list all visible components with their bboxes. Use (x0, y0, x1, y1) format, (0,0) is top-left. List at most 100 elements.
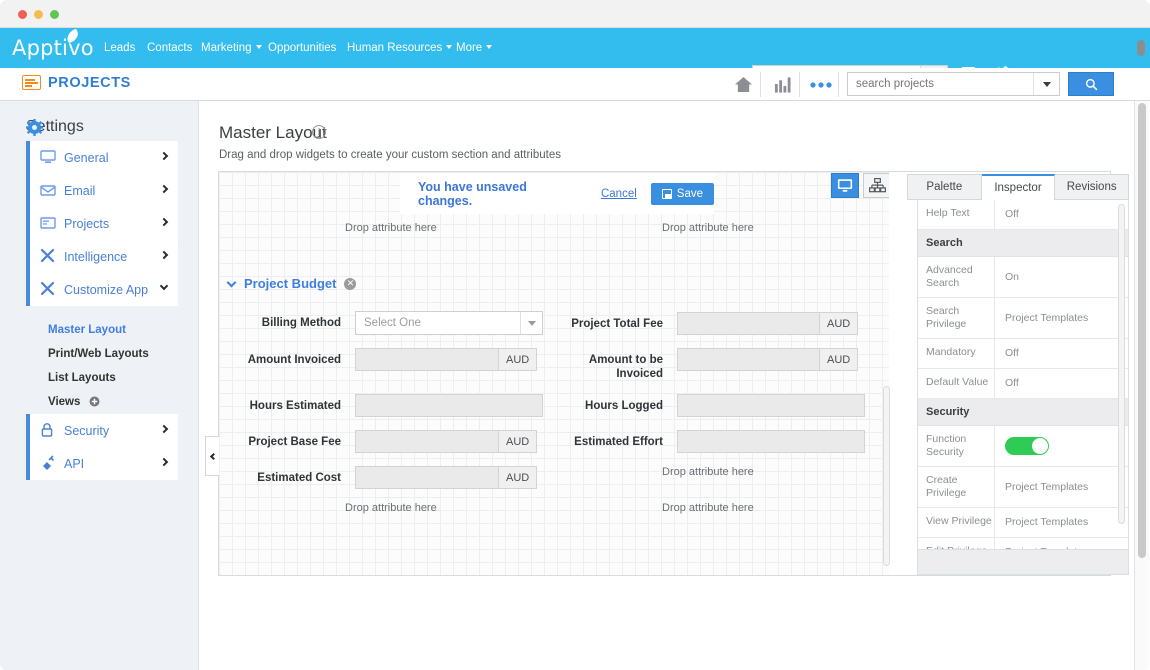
property-value: On (1005, 270, 1020, 283)
sidebar-collapse-handle[interactable] (205, 436, 219, 476)
scrollbar-thumb[interactable] (1138, 103, 1146, 558)
home-icon[interactable] (726, 68, 761, 101)
nav-item-marketing[interactable]: Marketing (201, 42, 262, 54)
property-value: Project Templates (1005, 480, 1089, 493)
project-total-fee-input[interactable] (677, 312, 820, 335)
sidebar-item-api[interactable]: API (26, 447, 178, 480)
property-row[interactable]: Mandatory Off (918, 339, 1128, 369)
divider (799, 72, 800, 97)
sidebar-subitem-master-layout[interactable]: Master Layout (48, 324, 126, 336)
nav-item-more[interactable]: More (456, 42, 493, 54)
tab-inspector[interactable]: Inspector (981, 174, 1056, 200)
nav-item-human-resources[interactable]: Human Resources (347, 42, 453, 54)
sidebar-subitem-list-layouts[interactable]: List Layouts (48, 372, 116, 384)
nav-label: Human Resources (347, 42, 443, 54)
nav-item-leads[interactable]: Leads (104, 42, 135, 54)
field-project-total-fee: Project Total Fee AUD (559, 312, 859, 335)
projects-search-button[interactable] (1068, 72, 1114, 96)
plug-icon (40, 455, 56, 471)
drop-zone-placeholder[interactable]: Drop attribute here (345, 222, 437, 234)
close-circle-icon[interactable]: ✕ (344, 277, 357, 290)
sitemap-view-icon[interactable] (863, 173, 889, 198)
inspector-scrollbar[interactable] (1117, 204, 1126, 542)
tools-icon (40, 248, 56, 264)
amount-invoiced-input[interactable] (355, 348, 499, 371)
ellipsis-icon[interactable] (804, 68, 838, 101)
billing-method-select[interactable]: Select One (355, 311, 543, 335)
estimated-cost-input[interactable] (355, 466, 499, 489)
sidebar-item-intelligence[interactable]: Intelligence (26, 240, 178, 273)
gear-icon (26, 119, 43, 136)
property-row[interactable]: Edit Privilege Project Templates (918, 538, 1128, 549)
property-row[interactable]: Help Text Off (918, 200, 1128, 230)
cancel-button[interactable]: Cancel (600, 187, 637, 200)
sidebar-subitem-print-web-layouts[interactable]: Print/Web Layouts (48, 348, 149, 360)
scrollbar-thumb[interactable] (1118, 204, 1125, 524)
apptivo-logo-text: Apptivo (12, 36, 94, 60)
field-hours-logged: Hours Logged (559, 394, 865, 417)
page-scrollbar[interactable] (1134, 101, 1149, 670)
estimated-effort-input[interactable] (677, 430, 865, 453)
property-key: Create Privilege (918, 467, 995, 507)
property-group-security: Security (918, 399, 1128, 426)
window-close-button[interactable] (18, 10, 27, 19)
property-row[interactable]: Advanced Search On (918, 257, 1128, 298)
hours-estimated-input[interactable] (355, 394, 543, 417)
drop-zone-placeholder[interactable]: Drop attribute here (662, 222, 754, 234)
tab-palette[interactable]: Palette (907, 174, 982, 200)
property-row[interactable]: Create Privilege Project Templates (918, 467, 1128, 508)
sidebar-item-projects[interactable]: Projects (26, 207, 178, 240)
currency-suffix: AUD (820, 312, 859, 335)
window-maximize-button[interactable] (50, 10, 59, 19)
property-value: Project Templates (1005, 311, 1089, 324)
desktop-view-icon[interactable] (831, 173, 859, 198)
chevron-down-icon[interactable] (1033, 73, 1059, 95)
nav-item-contacts[interactable]: Contacts (147, 42, 192, 54)
sidebar-item-email[interactable]: Email (26, 174, 178, 207)
function-security-toggle[interactable] (1005, 437, 1049, 455)
section-header-project-budget: Project Budget ✕ (226, 276, 357, 291)
sidebar-item-general[interactable]: General (26, 141, 178, 174)
bar-chart-icon[interactable] (765, 68, 799, 101)
property-row-function-security[interactable]: Function Security (918, 426, 1128, 467)
drop-zone-placeholder[interactable]: Drop attribute here (662, 502, 754, 514)
project-base-fee-input[interactable] (355, 430, 499, 453)
property-key: View Privilege (918, 508, 995, 537)
field-label: Estimated Cost (257, 472, 341, 484)
field-billing-method: Billing Method Select One (241, 311, 543, 335)
sidebar-subitem-views[interactable]: Views (48, 396, 100, 410)
page-title: Master Layout (219, 123, 327, 142)
field-label: Amount Invoiced (247, 354, 341, 366)
projects-icon (40, 215, 56, 231)
sidebar-item-customize-app[interactable]: Customize App (26, 273, 178, 306)
sidebar-item-security[interactable]: Security (26, 414, 178, 447)
save-button-label: Save (676, 187, 703, 200)
add-circle-icon[interactable] (89, 396, 100, 410)
property-key: Edit Privilege (918, 538, 995, 549)
tab-revisions[interactable]: Revisions (1055, 174, 1130, 200)
property-row[interactable]: View Privilege Project Templates (918, 508, 1128, 538)
field-label: Project Base Fee (248, 436, 341, 448)
layout-canvas[interactable]: Drop attribute here Drop attribute here … (219, 172, 889, 575)
nav-label: Leads (104, 42, 136, 54)
property-row[interactable]: Default Value Off (918, 369, 1128, 399)
chevron-left-icon (209, 452, 218, 460)
chevron-down-icon[interactable] (226, 277, 237, 287)
drop-zone-placeholder[interactable]: Drop attribute here (345, 502, 437, 514)
scrollbar-thumb[interactable] (883, 386, 890, 566)
apptivo-logo[interactable]: Apptivo (12, 28, 94, 60)
inspector-property-list: Help Text Off Search Advanced Search On … (917, 200, 1129, 550)
nav-item-opportunities[interactable]: Opportunities (268, 42, 336, 54)
save-button[interactable]: Save (650, 182, 714, 205)
amount-to-be-invoiced-input[interactable] (677, 348, 820, 371)
projects-search-input[interactable] (848, 78, 1033, 90)
hours-logged-input[interactable] (677, 394, 865, 417)
canvas-scrollbar[interactable] (882, 174, 891, 573)
window-minimize-button[interactable] (34, 10, 43, 19)
chevron-right-icon (159, 217, 169, 227)
drop-zone-placeholder[interactable]: Drop attribute here (662, 466, 754, 478)
scrollbar-thumb[interactable] (1137, 40, 1145, 56)
info-icon[interactable]: i (312, 125, 326, 139)
field-label: Project Total Fee (571, 318, 663, 330)
property-row[interactable]: Search Privilege Project Templates (918, 298, 1128, 339)
